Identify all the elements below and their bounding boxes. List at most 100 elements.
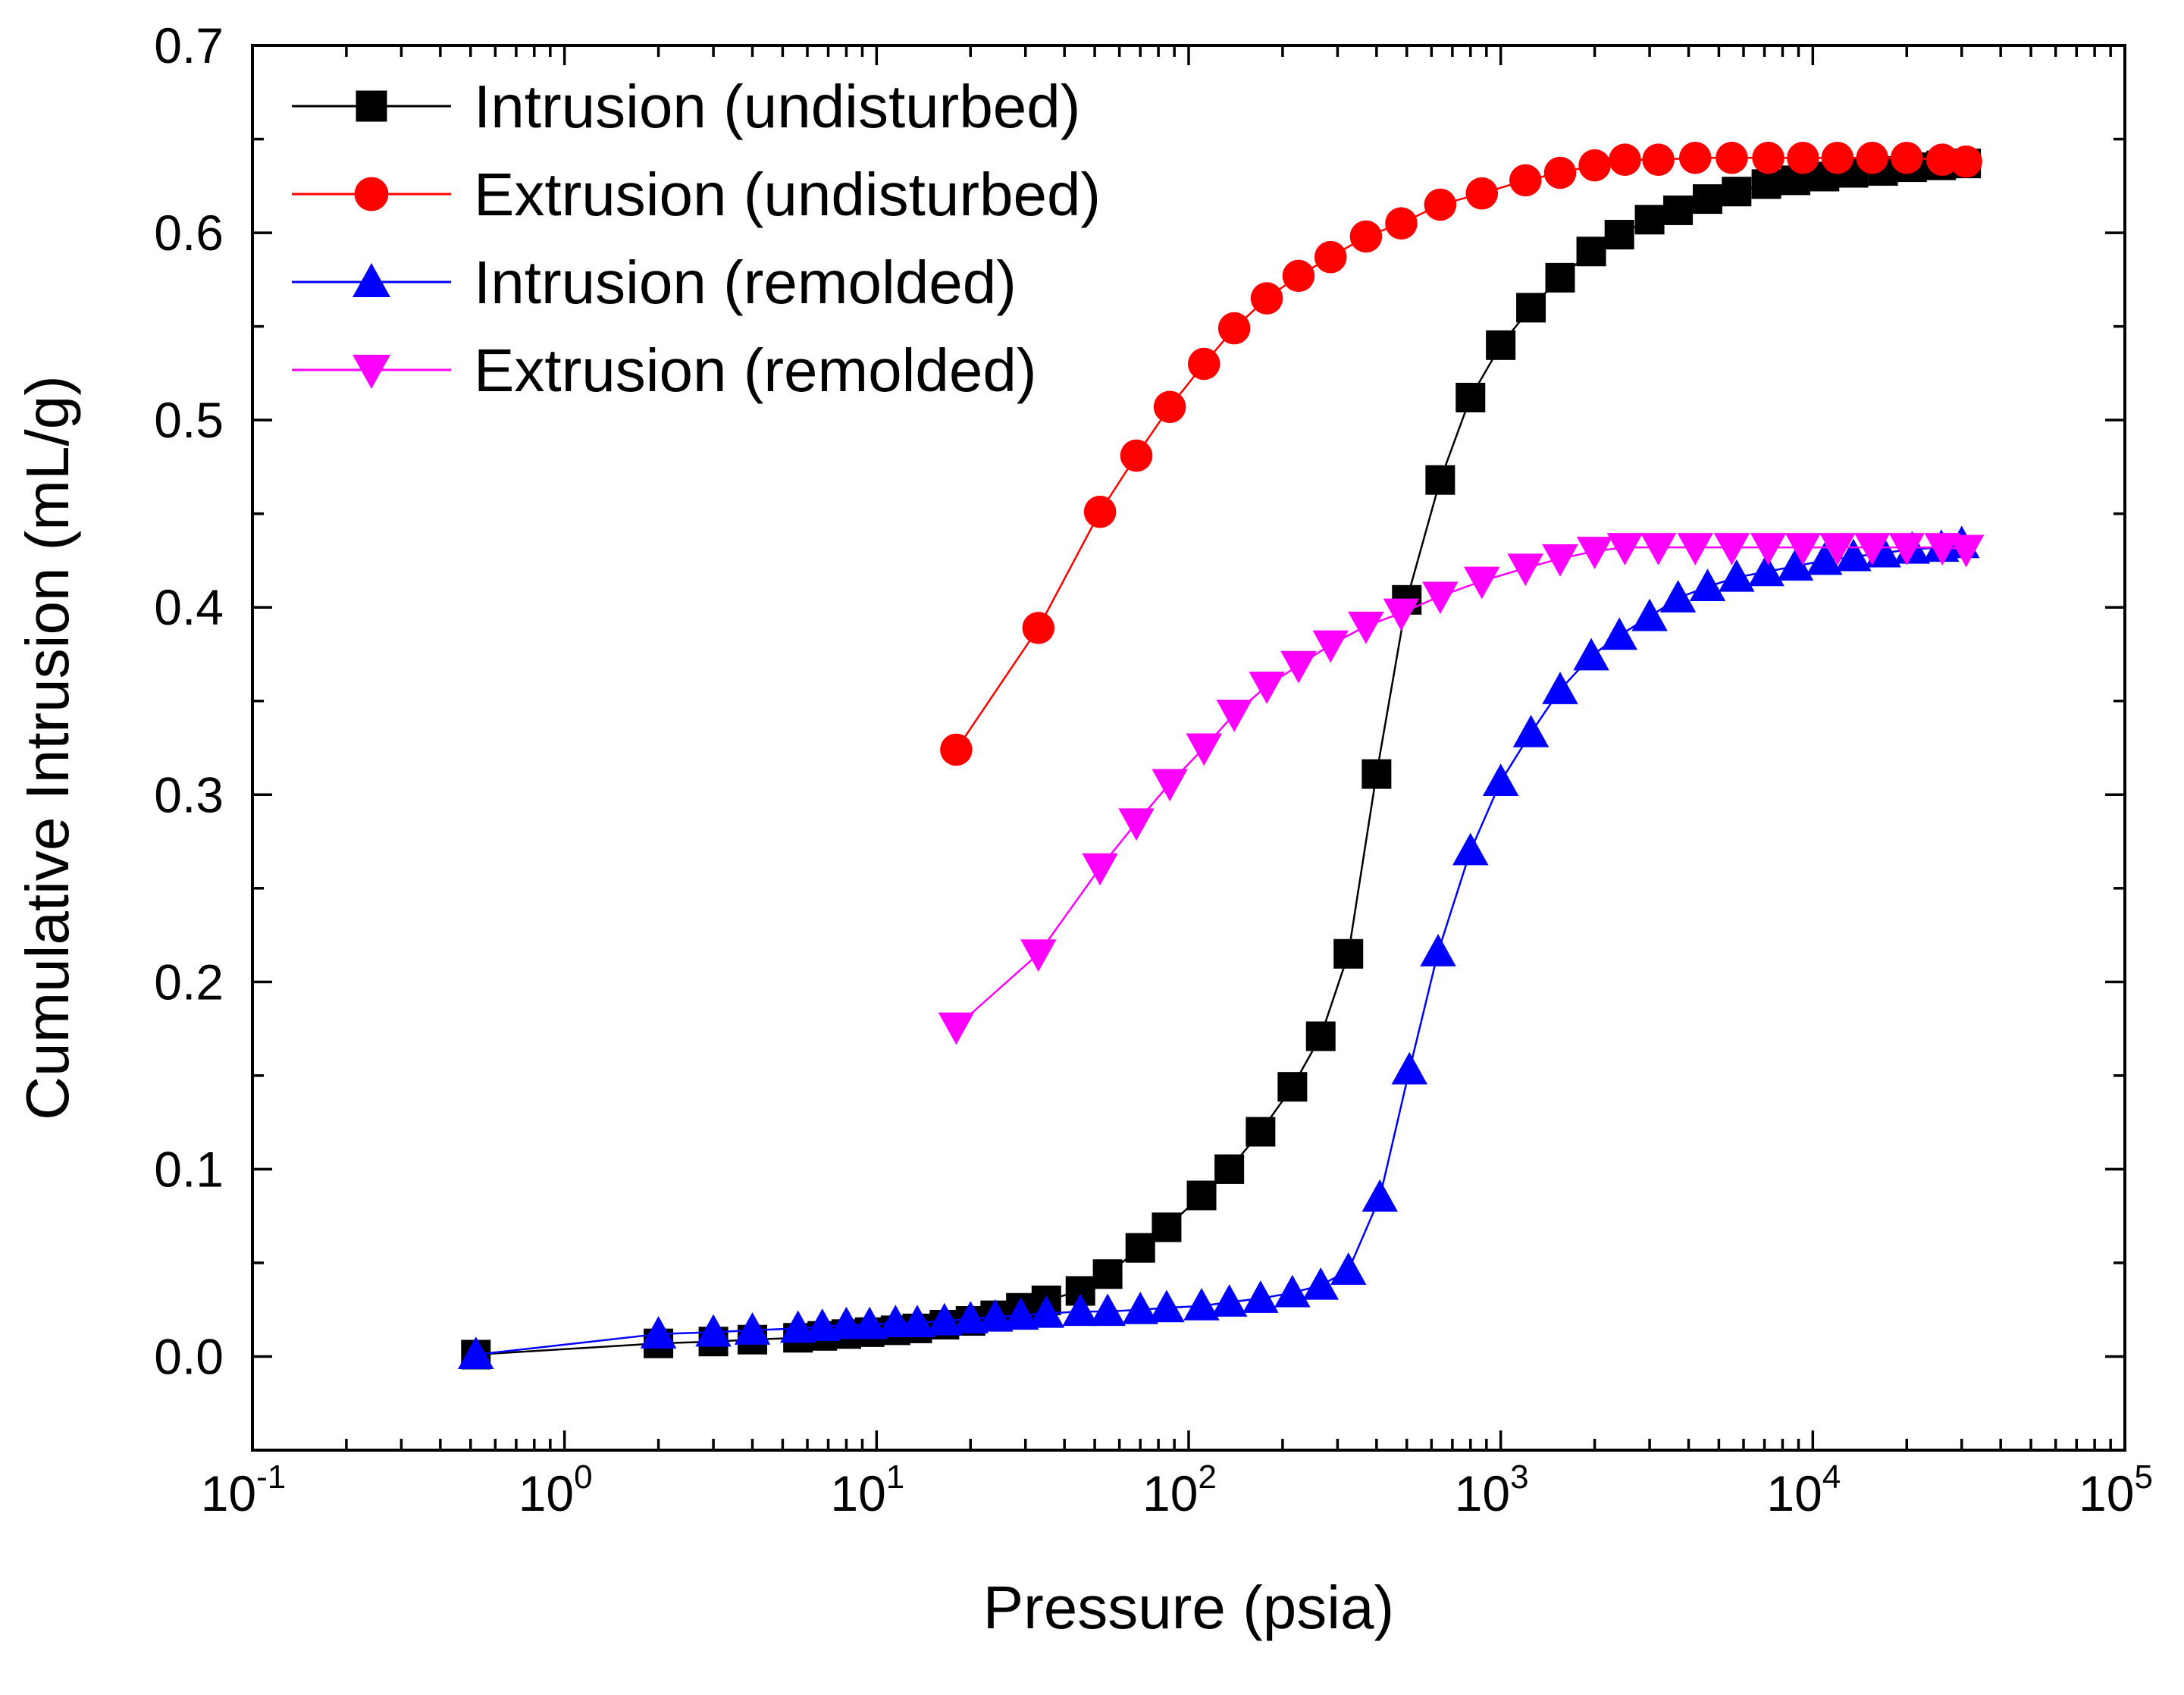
- data-point: [940, 733, 973, 766]
- data-point: [1573, 638, 1609, 671]
- data-point: [1777, 548, 1814, 581]
- series-2: [458, 525, 1980, 1369]
- data-point: [1787, 141, 1819, 174]
- data-point: [640, 1316, 677, 1349]
- data-point: [1455, 382, 1486, 412]
- data-point: [1631, 598, 1668, 631]
- data-point: [1516, 293, 1546, 323]
- data-point: [1118, 808, 1155, 841]
- legend-entry: Extrusion (undisturbed): [292, 161, 1101, 228]
- series-1: [940, 141, 1982, 766]
- y-tick-label: 0.3: [154, 766, 224, 822]
- data-point: [1640, 533, 1677, 566]
- data-point: [1784, 533, 1822, 566]
- legend-label: Intrusion (undisturbed): [474, 73, 1080, 140]
- data-point: [1246, 1117, 1276, 1147]
- data-point: [1819, 533, 1856, 566]
- legend-entry: Intrusion (undisturbed): [292, 73, 1080, 140]
- y-tick-label: 0.0: [154, 1328, 224, 1384]
- data-point: [1183, 1288, 1220, 1321]
- data-point: [1543, 156, 1577, 190]
- x-tick-label: 105: [2079, 1458, 2153, 1521]
- data-point: [1601, 617, 1637, 650]
- data-point: [828, 1306, 865, 1339]
- data-point: [1606, 533, 1643, 566]
- data-point: [1452, 832, 1489, 866]
- data-point: [1385, 207, 1418, 240]
- legend-label: Intrusion (remolded): [474, 249, 1017, 316]
- data-point: [1153, 390, 1186, 424]
- data-point: [938, 1012, 975, 1045]
- data-point: [851, 1306, 888, 1339]
- data-point: [1947, 534, 1985, 568]
- legend-marker: [354, 177, 389, 211]
- y-tick-label: 0.2: [154, 954, 224, 1010]
- data-point: [1659, 580, 1697, 613]
- data-point: [1083, 495, 1117, 528]
- data-point: [1274, 1274, 1311, 1308]
- data-point: [1422, 581, 1459, 615]
- data-point: [1750, 533, 1787, 566]
- y-axis-title: Cumulative Intrusion (mL/g): [14, 375, 81, 1120]
- data-point: [1314, 240, 1347, 274]
- data-point: [1856, 141, 1888, 174]
- data-point: [458, 1336, 494, 1369]
- axes-layer: 10-1 100 101 102 103 104 105 0.0 0.1 0.2 0.3 0.4 0.5…: [154, 17, 2153, 1521]
- data-point: [1020, 939, 1057, 973]
- data-point: [1482, 763, 1519, 796]
- data-point: [1950, 145, 1982, 178]
- data-point: [1302, 1267, 1339, 1300]
- x-tick-label: 101: [830, 1458, 904, 1521]
- data-point: [1250, 282, 1283, 315]
- data-point: [1821, 141, 1854, 174]
- legend: Intrusion (undisturbed) Extrusion (undist…: [292, 73, 1101, 404]
- data-point: [1002, 1297, 1039, 1330]
- legend-marker: [356, 90, 387, 122]
- data-point: [1677, 533, 1713, 566]
- data-point: [1152, 769, 1188, 802]
- data-point: [1424, 188, 1457, 221]
- data-point: [1542, 672, 1578, 704]
- data-point: [1576, 537, 1613, 569]
- data-point: [1282, 259, 1315, 293]
- data-point: [1082, 853, 1118, 886]
- data-point: [1713, 533, 1750, 566]
- data-point: [1022, 612, 1055, 644]
- data-point: [1211, 1284, 1248, 1317]
- x-tick-label: 100: [519, 1458, 593, 1521]
- data-point: [1507, 553, 1544, 587]
- data-point: [899, 1305, 935, 1337]
- data-point: [1242, 1280, 1279, 1313]
- data-point: [1576, 237, 1606, 267]
- y-tick-label: 0.5: [154, 392, 224, 448]
- y-tick-label: 0.7: [154, 17, 224, 74]
- series-line: [475, 542, 1962, 1356]
- data-point: [1464, 566, 1500, 600]
- data-point: [1186, 733, 1223, 766]
- data-point: [1689, 569, 1726, 602]
- data-point: [1125, 1233, 1155, 1263]
- data-point: [1280, 650, 1317, 684]
- legend-entry: Intrusion (remolded): [292, 249, 1017, 316]
- data-point: [1719, 559, 1755, 592]
- data-point: [695, 1314, 732, 1347]
- x-tick-label: 104: [1766, 1458, 1841, 1521]
- data-point: [1722, 177, 1752, 207]
- data-point: [1216, 700, 1252, 732]
- data-point: [1512, 714, 1549, 747]
- data-point: [1509, 164, 1542, 197]
- data-point: [1853, 533, 1891, 566]
- data-point: [1890, 141, 1923, 174]
- data-point: [1678, 141, 1712, 174]
- legend-marker: [353, 263, 390, 297]
- data-point: [1148, 1289, 1185, 1323]
- data-point: [1348, 611, 1384, 644]
- data-point: [1062, 1293, 1098, 1327]
- data-point: [1349, 220, 1383, 253]
- x-tick-label: 10-1: [201, 1458, 287, 1521]
- legend-marker: [353, 355, 390, 389]
- series-line: [955, 546, 1966, 1028]
- data-point: [1214, 1154, 1245, 1184]
